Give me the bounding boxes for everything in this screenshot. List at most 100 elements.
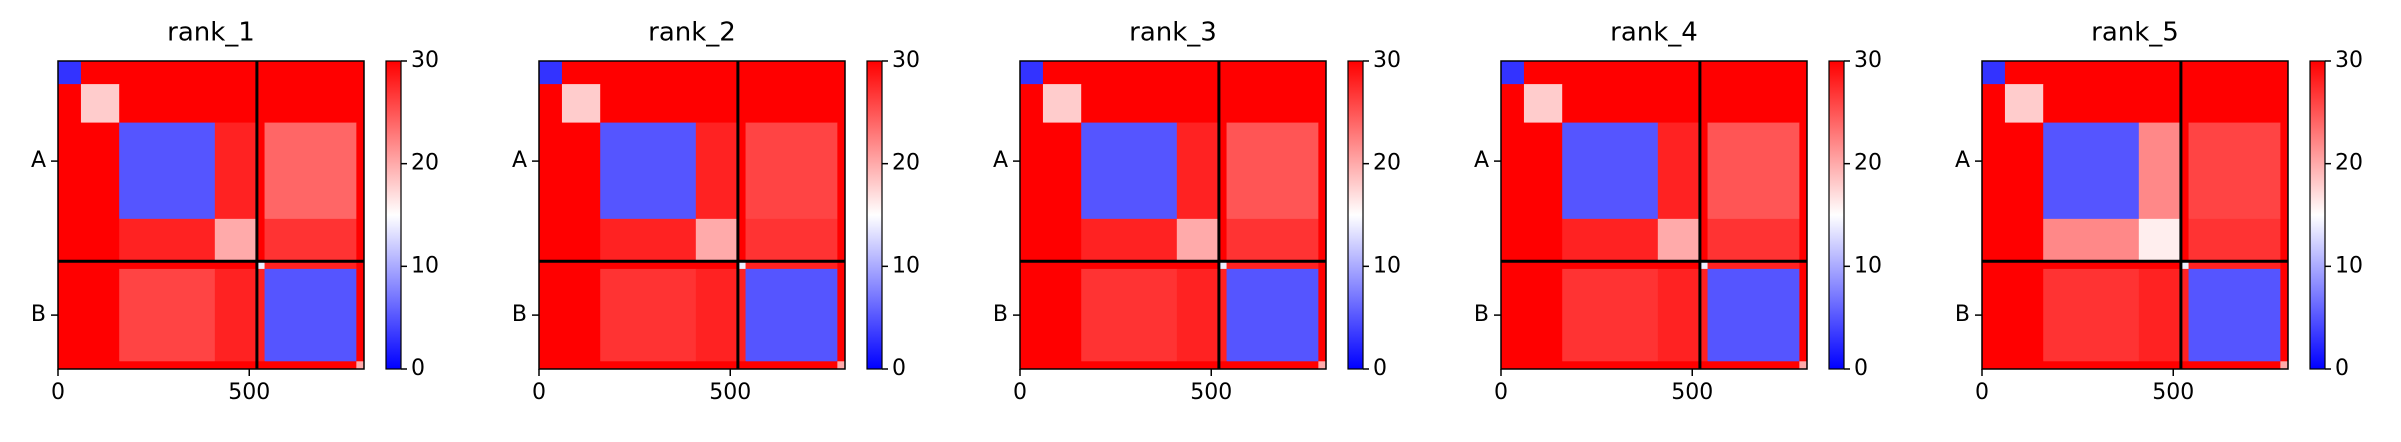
heatmap-cell bbox=[695, 61, 739, 85]
heatmap-cell bbox=[2004, 268, 2044, 362]
colorbar-tick-label: 10 bbox=[2335, 253, 2363, 278]
heatmap-cell bbox=[561, 84, 601, 124]
heatmap-cell bbox=[264, 84, 357, 124]
heatmap-cell bbox=[737, 61, 747, 85]
colorbar-tick-label: 20 bbox=[1373, 151, 1401, 176]
heatmap-cell bbox=[2138, 268, 2182, 362]
chart-title: rank_1 bbox=[167, 18, 255, 48]
heatmap-cell bbox=[2043, 61, 2140, 85]
heatmap-cell bbox=[356, 61, 365, 85]
heatmap-cell bbox=[1020, 268, 1044, 362]
heatmap-cell bbox=[1501, 361, 1525, 370]
colorbar-tick-label: 20 bbox=[892, 151, 920, 176]
colorbar-tick-label: 0 bbox=[2335, 356, 2349, 381]
heatmap-cell bbox=[1081, 218, 1178, 262]
heatmap-cell bbox=[2138, 361, 2182, 370]
y-tick-label: B bbox=[993, 302, 1008, 327]
heatmap-cell bbox=[264, 218, 357, 262]
x-tick-label: 500 bbox=[709, 380, 751, 405]
heatmap-cell bbox=[1657, 61, 1701, 85]
heatmap-cell bbox=[356, 122, 365, 220]
heatmap-cell bbox=[1042, 84, 1082, 124]
colorbar bbox=[1347, 60, 1364, 370]
heatmap-cell bbox=[1176, 268, 1220, 362]
x-tick-label: 0 bbox=[51, 380, 65, 405]
y-tick-label: A bbox=[1955, 148, 1970, 173]
heatmap-cell bbox=[1562, 261, 1659, 270]
heatmap-cell bbox=[1020, 84, 1044, 124]
heatmap-cell bbox=[1318, 122, 1327, 220]
y-tick-label: B bbox=[1474, 302, 1489, 327]
heatmap-cell bbox=[1799, 122, 1808, 220]
heatmap-cell bbox=[737, 84, 747, 124]
heatmap-cell bbox=[837, 261, 846, 270]
heatmap-cell bbox=[837, 84, 846, 124]
heatmap-cell bbox=[119, 361, 216, 370]
x-tick-label: 0 bbox=[532, 380, 546, 405]
heatmap-cell bbox=[1042, 261, 1082, 270]
chart-title: rank_2 bbox=[648, 18, 736, 48]
heatmap-cell bbox=[1523, 218, 1563, 262]
heatmap-cell bbox=[214, 122, 258, 220]
heatmap-cell bbox=[256, 84, 266, 124]
heatmap-cell bbox=[1657, 84, 1701, 124]
heatmap-cell bbox=[1218, 268, 1228, 362]
heatmap-cell bbox=[745, 61, 838, 85]
heatmap-cell bbox=[1501, 122, 1525, 220]
heatmap-cell bbox=[264, 122, 357, 220]
colorbar bbox=[385, 60, 402, 370]
heatmap-cell bbox=[356, 268, 365, 362]
heatmap-cell bbox=[539, 218, 563, 262]
heatmap-cell bbox=[1707, 268, 1800, 362]
heatmap-cell bbox=[1982, 261, 2006, 270]
heatmap-cell bbox=[2188, 218, 2281, 262]
heatmap-cell bbox=[2138, 61, 2182, 85]
heatmap-cell bbox=[1707, 361, 1800, 370]
heatmap-cell bbox=[1218, 361, 1228, 370]
heatmap-cell bbox=[2180, 268, 2190, 362]
heatmap-cell bbox=[256, 268, 266, 362]
heatmap-cell bbox=[1081, 61, 1178, 85]
x-tick-label: 500 bbox=[1190, 380, 1232, 405]
heatmap-cell bbox=[1176, 361, 1220, 370]
heatmap-cell bbox=[2043, 218, 2140, 262]
heatmap-cell bbox=[2188, 122, 2281, 220]
heatmap-cell bbox=[2180, 122, 2190, 220]
heatmap-cell bbox=[745, 268, 838, 362]
heatmap-cell bbox=[2043, 84, 2140, 124]
colorbar-tick-label: 20 bbox=[411, 151, 439, 176]
heatmap-cell bbox=[1699, 218, 1709, 262]
heatmap-cell bbox=[1226, 261, 1319, 270]
heatmap-cell bbox=[1523, 84, 1563, 124]
heatmap-cell bbox=[1562, 218, 1659, 262]
heatmap-cell bbox=[1699, 361, 1709, 370]
heatmap-cell bbox=[837, 61, 846, 85]
colorbar-tick-label: 30 bbox=[411, 48, 439, 73]
heatmap-cell bbox=[1982, 84, 2006, 124]
heatmap-cell bbox=[1218, 261, 1228, 270]
heatmap-cell bbox=[1501, 218, 1525, 262]
heatmap-cell bbox=[1318, 261, 1327, 270]
heatmap-cell bbox=[256, 122, 266, 220]
heatmap-cell bbox=[2043, 261, 2140, 270]
y-tick-label: B bbox=[512, 302, 527, 327]
heatmap-cell bbox=[2280, 361, 2289, 370]
heatmap-cell bbox=[745, 261, 838, 270]
heatmap-cell bbox=[1699, 122, 1709, 220]
heatmap-cell bbox=[1042, 268, 1082, 362]
heatmap-cell bbox=[1799, 361, 1808, 370]
heatmap-cell bbox=[2280, 218, 2289, 262]
heatmap-cell bbox=[2043, 361, 2140, 370]
heatmap-cell bbox=[1523, 61, 1563, 85]
heatmap-cell bbox=[1218, 218, 1228, 262]
heatmap-cell bbox=[745, 218, 838, 262]
heatmap-cell bbox=[2004, 261, 2044, 270]
heatmap-cell bbox=[1042, 61, 1082, 85]
y-tick-label: A bbox=[31, 148, 46, 173]
heatmap-cell bbox=[737, 361, 747, 370]
heatmap-cell bbox=[1226, 84, 1319, 124]
heatmap-cell bbox=[1318, 218, 1327, 262]
heatmap-cell bbox=[1562, 361, 1659, 370]
heatmap-cell bbox=[695, 268, 739, 362]
heatmap-cell bbox=[2004, 84, 2044, 124]
